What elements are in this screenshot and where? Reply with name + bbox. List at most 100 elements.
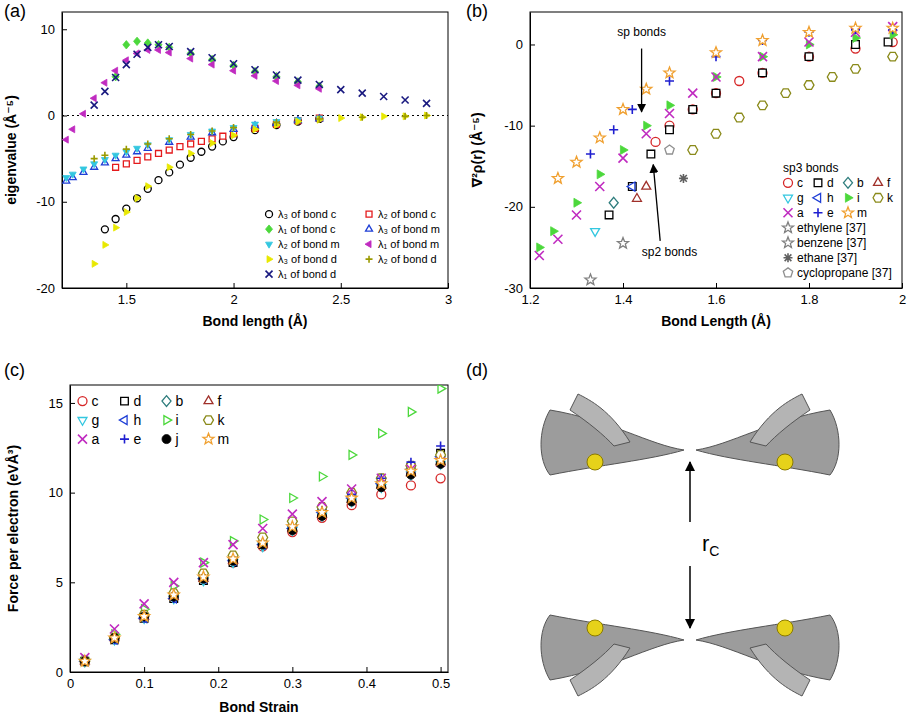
series [605, 38, 892, 219]
point [665, 109, 674, 118]
legend-label: ethylene [37] [797, 221, 866, 235]
point [210, 140, 216, 147]
legend-label: k [887, 191, 894, 205]
point [850, 22, 861, 33]
point [316, 507, 327, 518]
series [80, 441, 445, 665]
tick-label: 0 [67, 676, 74, 691]
legend-symbol [784, 178, 793, 187]
legend-label: m [857, 206, 867, 220]
tick: -20 [504, 199, 535, 214]
point [112, 153, 119, 159]
legend-label: f [887, 176, 891, 190]
point [257, 537, 268, 548]
point [688, 89, 697, 98]
atom [777, 620, 793, 636]
x-axis: 1.522.53 [63, 283, 453, 307]
point [316, 115, 323, 122]
legend-label: c [797, 176, 803, 190]
point [101, 88, 108, 95]
legend-item: f [204, 393, 221, 409]
legend-symbol [813, 193, 821, 202]
legend-label: j [175, 431, 179, 447]
point [230, 67, 236, 74]
x-axis-line [71, 672, 449, 673]
legend-item: d [814, 176, 834, 190]
legend-symbol [874, 178, 883, 186]
legend-label: h [134, 412, 142, 428]
point [436, 474, 445, 483]
panel: 00.10.20.30.40.5051015cdbfghikaejm(c)Bon… [4, 360, 450, 715]
point [166, 135, 173, 142]
legend-item: j [162, 431, 179, 447]
point [402, 96, 409, 103]
point [359, 114, 366, 121]
tick-label: -10 [504, 118, 523, 133]
legend-label: d [827, 176, 834, 190]
tick-label: 1.8 [800, 292, 818, 307]
point [572, 210, 581, 219]
point [290, 494, 298, 503]
legend-label: i [176, 412, 179, 428]
point [91, 162, 98, 168]
point [139, 611, 150, 622]
point [317, 116, 323, 123]
y-axis-title: Force per electron (eVÅ³) [5, 445, 21, 612]
plot-area [62, 37, 448, 267]
y-axis-line [70, 386, 71, 673]
legend-label: λ₃ of bond m [378, 223, 440, 235]
series [62, 46, 321, 143]
point [551, 227, 559, 236]
legend-item: λ₁ of bond d [266, 268, 337, 280]
series [651, 38, 897, 147]
point [339, 115, 345, 122]
legend-symbol [845, 193, 853, 202]
point [198, 138, 204, 144]
legend-item: g [78, 412, 99, 428]
point [80, 167, 87, 173]
point [188, 141, 194, 147]
series [552, 22, 898, 183]
point [803, 26, 814, 37]
point [711, 129, 721, 138]
point [176, 161, 183, 168]
series [586, 25, 897, 158]
point [79, 655, 90, 666]
legend-item: i [845, 191, 859, 205]
point [647, 150, 655, 158]
point [438, 385, 446, 393]
legend-item: cyclopropane [37] [783, 266, 891, 280]
series [81, 449, 444, 665]
tick-mark [144, 667, 145, 672]
legend-symbol [266, 271, 273, 278]
series [591, 229, 600, 237]
legend-item: λ₂ of bond m [266, 238, 340, 250]
legend-symbol [844, 177, 853, 188]
legend-label: h [827, 191, 834, 205]
legend-label: λ₂ of bond d [378, 253, 437, 265]
plot-frame [70, 385, 448, 672]
tick: -10 [36, 194, 67, 209]
tick-label: 0.5 [432, 676, 450, 691]
tick-mark [62, 202, 67, 203]
point [734, 113, 744, 122]
legend-item: c [78, 393, 99, 409]
legend-item: λ₁ of bond c [266, 223, 337, 235]
point [91, 102, 98, 109]
point [155, 177, 162, 184]
panel-label: (b) [466, 1, 488, 21]
legend: sp3 bondscdbfghikaemethylene [37]benzene… [782, 161, 894, 280]
series [63, 115, 323, 183]
point [689, 106, 697, 114]
point [135, 195, 141, 202]
orbital-lobe [696, 615, 839, 696]
legend-item: c [784, 176, 804, 190]
point [146, 183, 152, 190]
point [123, 146, 130, 153]
point [553, 235, 562, 244]
legend-item: k [873, 191, 894, 205]
point [144, 140, 151, 147]
point [112, 74, 119, 81]
point [827, 73, 837, 82]
legend-symbol [814, 208, 823, 217]
